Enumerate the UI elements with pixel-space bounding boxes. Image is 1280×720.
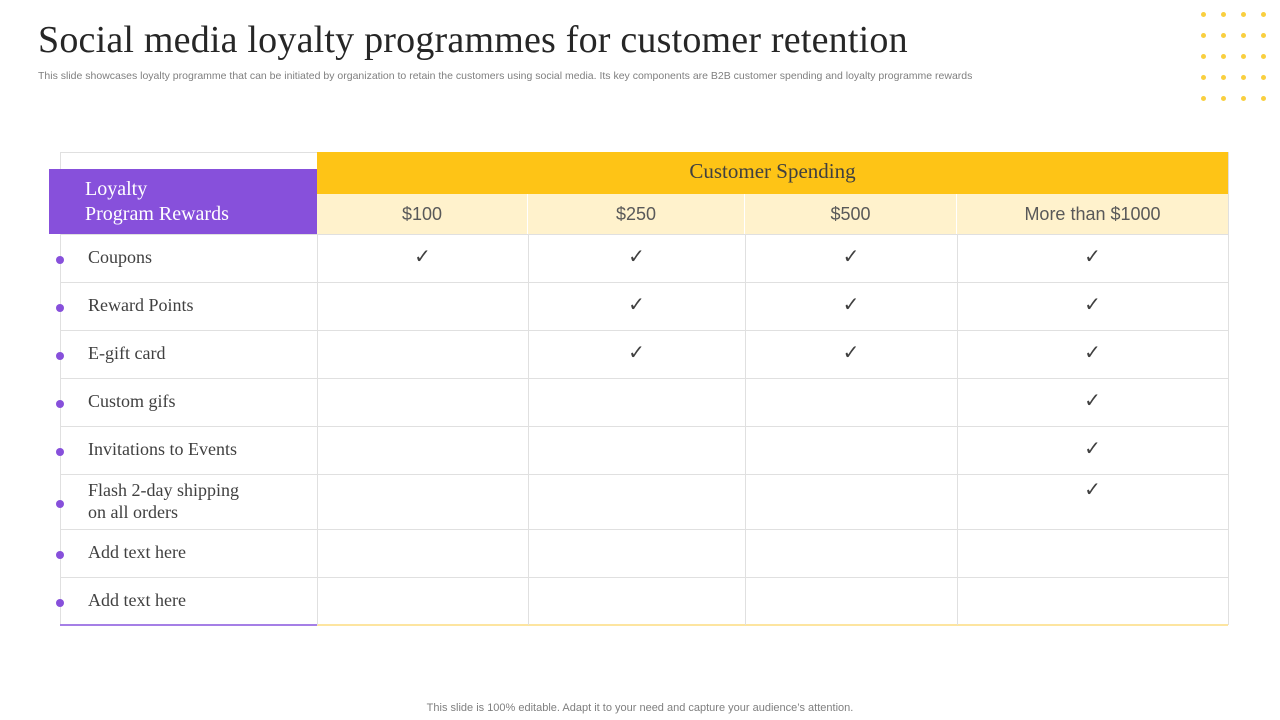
table-row-label: Reward Points [88,295,194,315]
row-bullet-icon [56,448,64,456]
check-mark-icon: ✓ [1084,294,1101,316]
loyalty-rewards-header: Loyalty Program Rewards [49,169,317,234]
page-subtitle: This slide showcases loyalty programme t… [38,70,973,82]
page-title: Social media loyalty programmes for cust… [38,19,908,61]
decorative-dot [1241,33,1246,38]
row-bullet-icon [56,352,64,360]
column-header: $500 [745,194,957,234]
table-column-divider [528,234,529,625]
table-row-label: Flash 2-day shipping on all orders [88,479,239,522]
table-row-label: Add text here [88,542,186,562]
table-row-label: Coupons [88,247,153,267]
table-column-divider [745,234,746,625]
decorative-dot [1221,75,1226,80]
table-row-divider [60,426,1228,427]
table-row-label: Invitations to Events [88,439,237,459]
decorative-dot [1261,12,1266,17]
decorative-dot [1261,54,1266,59]
decorative-dot-grid [1195,6,1275,106]
decorative-dot [1201,75,1206,80]
table-top-border [60,152,317,153]
decorative-dot [1241,12,1246,17]
table-column-divider [317,234,318,625]
check-mark-icon: ✓ [628,246,645,268]
decorative-dot [1201,33,1206,38]
check-mark-icon: ✓ [1084,246,1101,268]
check-mark-icon: ✓ [1084,438,1101,460]
table-row-divider [60,474,1228,475]
row-bullet-icon [56,499,64,508]
table-row-label: Add text here [88,590,186,610]
table-row-divider [60,330,1228,331]
decorative-dot [1201,96,1206,101]
check-mark-icon: ✓ [628,294,645,316]
table-row-divider [60,529,1228,530]
check-mark-icon: ✓ [842,246,860,268]
table-row-label: Custom gifs [88,391,176,411]
column-header: $100 [317,194,528,234]
decorative-dot [1261,96,1266,101]
table-column-divider [1228,234,1229,625]
table-column-divider [957,234,958,625]
table-row-divider [60,234,1228,235]
row-bullet-icon [56,599,64,607]
footer-note: This slide is 100% editable. Adapt it to… [426,702,854,714]
row-bullet-icon [56,256,64,264]
decorative-dot [1221,12,1226,17]
row-bullet-icon [56,551,64,559]
decorative-dot [1241,54,1246,59]
decorative-dot [1221,33,1226,38]
table-left-border [60,152,61,625]
decorative-dot [1221,96,1226,101]
check-mark-icon: ✓ [1084,479,1101,501]
table-row-label: E-gift card [88,343,166,363]
decorative-dot [1201,54,1206,59]
table-row-divider [60,577,1228,578]
table-row-divider [60,282,1228,283]
decorative-dot [1261,75,1266,80]
decorative-dot [1241,75,1246,80]
table-row-divider [60,378,1228,379]
row-bullet-icon [56,400,64,408]
check-mark-icon: ✓ [842,294,860,316]
check-mark-icon: ✓ [842,342,860,364]
customer-spending-header: Customer Spending [317,152,1228,194]
decorative-dot [1241,96,1246,101]
decorative-dot [1261,33,1266,38]
row-bullet-icon [56,304,64,312]
table-bottom-accent-purple [60,624,317,626]
check-mark-icon: ✓ [414,246,431,268]
decorative-dot [1201,12,1206,17]
table-bottom-accent-yellow [317,624,1228,626]
check-mark-icon: ✓ [1084,342,1101,364]
check-mark-icon: ✓ [628,342,645,364]
column-header: $250 [528,194,745,234]
check-mark-icon: ✓ [1084,390,1101,412]
decorative-dot [1221,54,1226,59]
column-header: More than $1000 [957,194,1228,234]
